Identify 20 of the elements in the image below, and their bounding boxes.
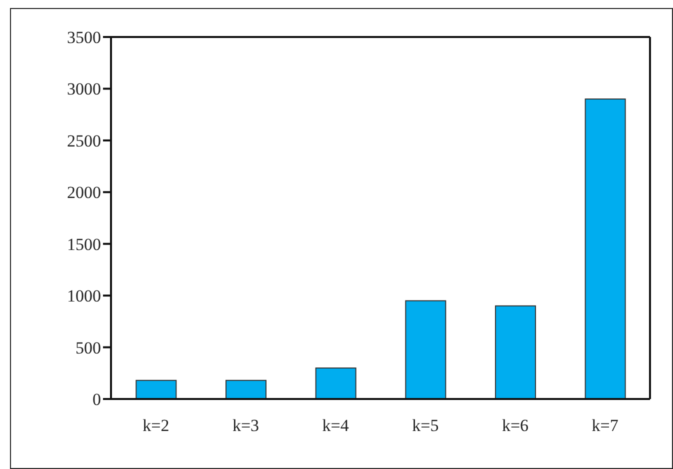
y-tick-label: 1500	[67, 234, 101, 254]
x-tick-label: k=3	[232, 416, 260, 436]
y-tick-label: 3500	[67, 28, 101, 48]
bar	[315, 367, 356, 399]
y-tick-label: 500	[76, 338, 101, 358]
bar	[584, 98, 626, 399]
x-tick-label: k=4	[322, 416, 350, 436]
y-tick-label: 1000	[67, 286, 101, 306]
x-tick-label: k=7	[592, 416, 619, 436]
bar	[225, 380, 266, 399]
y-tick-label: 0	[92, 390, 101, 410]
y-tick-label: 2000	[67, 183, 101, 202]
x-tick-label: k=2	[142, 416, 170, 436]
y-tick-label: 2500	[67, 131, 101, 150]
y-tick-label: 3000	[67, 80, 101, 99]
bar	[136, 380, 177, 399]
x-tick-label: k=6	[502, 416, 529, 436]
bar	[494, 305, 536, 399]
x-tick-label: k=5	[412, 416, 439, 436]
bar	[405, 300, 446, 399]
